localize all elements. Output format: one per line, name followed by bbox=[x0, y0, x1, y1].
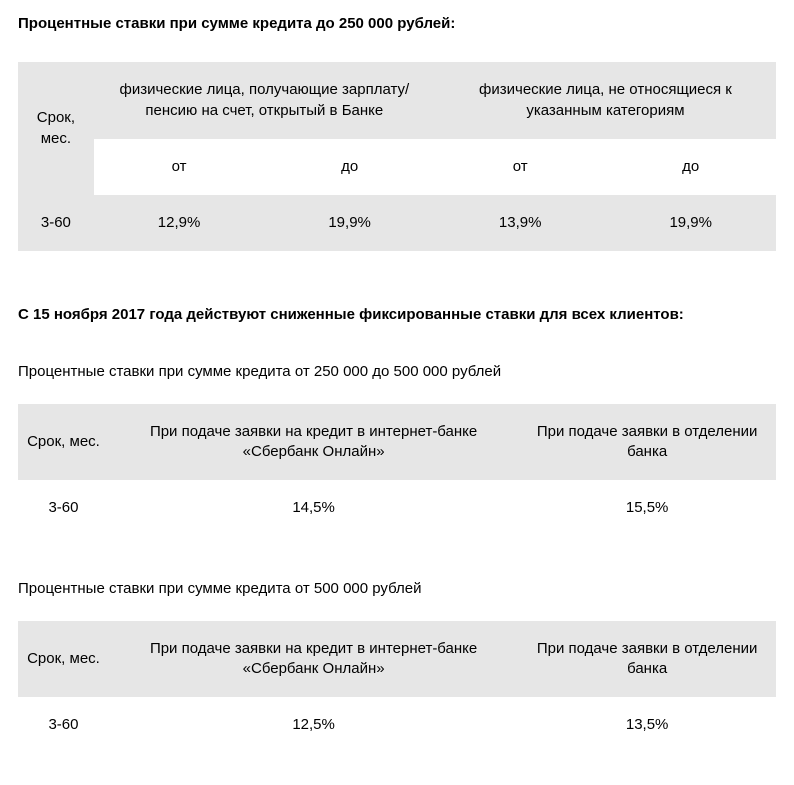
table-rates-over-500k: Срок, мес. При подаче заявки на кредит в… bbox=[18, 621, 776, 754]
col-header-other: физические лица, не относящиеся к указан… bbox=[435, 62, 776, 139]
table-rates-under-250k: Срок, мес. физические лица, получающие з… bbox=[18, 62, 776, 251]
col-header-term: Срок, мес. bbox=[18, 404, 109, 481]
col-header-term: Срок, мес. bbox=[18, 621, 109, 698]
cell-rate: 19,9% bbox=[605, 195, 776, 251]
cell-rate: 15,5% bbox=[518, 480, 776, 536]
col-header-branch: При подаче заявки в отделении банка bbox=[518, 404, 776, 481]
subheader-to: до bbox=[264, 139, 435, 195]
subheader-to: до bbox=[605, 139, 776, 195]
table-row: 3-60 12,9% 19,9% 13,9% 19,9% bbox=[18, 195, 776, 251]
cell-rate: 13,5% bbox=[518, 697, 776, 753]
table-row: 3-60 12,5% 13,5% bbox=[18, 697, 776, 753]
section1-heading: Процентные ставки при сумме кредита до 2… bbox=[18, 14, 776, 34]
table-row: от до от до bbox=[18, 139, 776, 195]
subheader-from: от bbox=[435, 139, 606, 195]
table-row: Срок, мес. физические лица, получающие з… bbox=[18, 62, 776, 139]
section2-heading: С 15 ноября 2017 года действуют сниженны… bbox=[18, 305, 776, 325]
table-row: Срок, мес. При подаче заявки на кредит в… bbox=[18, 621, 776, 698]
table-rates-250k-500k: Срок, мес. При подаче заявки на кредит в… bbox=[18, 404, 776, 537]
section2-sub1-title: Процентные ставки при сумме кредита от 2… bbox=[18, 362, 776, 382]
section2-sub2-title: Процентные ставки при сумме кредита от 5… bbox=[18, 579, 776, 599]
cell-rate: 13,9% bbox=[435, 195, 606, 251]
col-header-online: При подаче заявки на кредит в интернет-б… bbox=[109, 621, 518, 698]
col-header-branch: При подаче заявки в отделении банка bbox=[518, 621, 776, 698]
table-row: 3-60 14,5% 15,5% bbox=[18, 480, 776, 536]
col-header-online: При подаче заявки на кредит в интернет-б… bbox=[109, 404, 518, 481]
cell-rate: 14,5% bbox=[109, 480, 518, 536]
cell-term: 3-60 bbox=[18, 195, 94, 251]
cell-term: 3-60 bbox=[18, 697, 109, 753]
col-header-salary: физические лица, получающие зарплату/пен… bbox=[94, 62, 435, 139]
cell-rate: 12,5% bbox=[109, 697, 518, 753]
table-row: Срок, мес. При подаче заявки на кредит в… bbox=[18, 404, 776, 481]
cell-rate: 12,9% bbox=[94, 195, 265, 251]
subheader-from: от bbox=[94, 139, 265, 195]
cell-term: 3-60 bbox=[18, 480, 109, 536]
col-header-term: Срок, мес. bbox=[18, 62, 94, 195]
cell-rate: 19,9% bbox=[264, 195, 435, 251]
